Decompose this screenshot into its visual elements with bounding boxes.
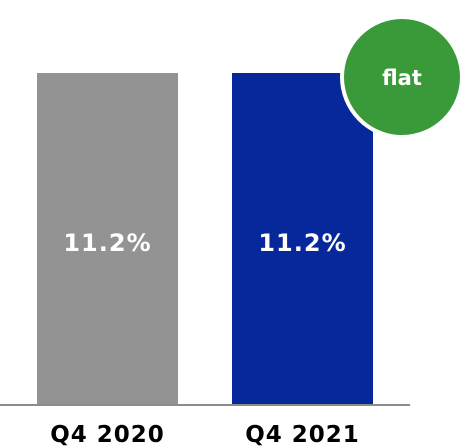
- bars-group: [37, 73, 373, 404]
- badge-label: flat: [382, 66, 422, 90]
- value-label: 11.2%: [63, 229, 151, 257]
- value-labels-group: 11.2% 11.2%: [63, 229, 346, 257]
- bar-q4-2021: [232, 73, 373, 404]
- bar-q4-2020: [37, 73, 178, 404]
- flat-badge: flat: [340, 15, 462, 139]
- value-label: 11.2%: [258, 229, 346, 257]
- category-labels-group: Q4 2020 Q4 2021: [50, 422, 360, 446]
- category-label: Q4 2020: [50, 422, 165, 446]
- badge-circle: [340, 15, 462, 139]
- category-label: Q4 2021: [245, 422, 360, 446]
